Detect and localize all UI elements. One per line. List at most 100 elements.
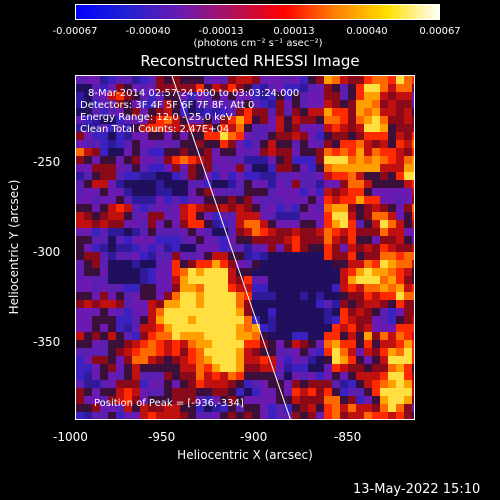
image-pixel — [332, 196, 340, 204]
image-pixel — [308, 180, 316, 188]
plot-title: Reconstructed RHESSI Image — [140, 52, 360, 70]
image-pixel — [268, 372, 276, 380]
image-pixel — [260, 316, 268, 324]
image-pixel — [292, 188, 300, 196]
image-pixel — [124, 148, 132, 156]
image-pixel — [332, 92, 340, 100]
image-pixel — [332, 268, 340, 276]
image-pixel — [164, 164, 172, 172]
image-pixel — [188, 140, 196, 148]
image-pixel — [388, 108, 396, 116]
image-pixel — [356, 124, 364, 132]
image-pixel — [140, 212, 148, 220]
image-pixel — [156, 244, 164, 252]
image-pixel — [156, 324, 164, 332]
image-pixel — [284, 332, 292, 340]
image-pixel — [196, 140, 204, 148]
image-pixel — [164, 284, 172, 292]
image-pixel — [188, 284, 196, 292]
image-pixel — [316, 76, 324, 84]
image-pixel — [332, 404, 340, 412]
image-pixel — [308, 324, 316, 332]
image-pixel — [252, 164, 260, 172]
image-pixel — [380, 340, 388, 348]
image-pixel — [156, 372, 164, 380]
image-pixel — [156, 292, 164, 300]
image-pixel — [148, 164, 156, 172]
image-pixel — [412, 252, 414, 260]
image-pixel — [412, 92, 414, 100]
image-pixel — [300, 308, 308, 316]
image-pixel — [276, 380, 284, 388]
image-pixel — [348, 340, 356, 348]
image-pixel — [164, 212, 172, 220]
image-pixel — [132, 364, 140, 372]
image-pixel — [388, 220, 396, 228]
image-pixel — [396, 140, 404, 148]
image-pixel — [204, 292, 212, 300]
image-pixel — [276, 284, 284, 292]
image-pixel — [188, 276, 196, 284]
image-pixel — [204, 380, 212, 388]
image-pixel — [172, 284, 180, 292]
image-pixel — [172, 340, 180, 348]
image-pixel — [212, 124, 220, 132]
image-pixel — [348, 212, 356, 220]
image-pixel — [172, 332, 180, 340]
image-pixel — [204, 132, 212, 140]
image-pixel — [324, 236, 332, 244]
image-pixel — [188, 100, 196, 108]
image-pixel — [324, 340, 332, 348]
image-pixel — [204, 196, 212, 204]
image-pixel — [284, 76, 292, 84]
image-pixel — [412, 276, 414, 284]
image-pixel — [372, 196, 380, 204]
image-pixel — [188, 356, 196, 364]
image-pixel — [284, 340, 292, 348]
image-pixel — [348, 148, 356, 156]
image-pixel — [196, 356, 204, 364]
image-pixel — [348, 268, 356, 276]
image-pixel — [92, 340, 100, 348]
image-pixel — [276, 84, 284, 92]
image-pixel — [244, 340, 252, 348]
image-pixel — [340, 364, 348, 372]
image-pixel — [292, 348, 300, 356]
image-pixel — [164, 292, 172, 300]
image-pixel — [372, 172, 380, 180]
image-pixel — [76, 212, 84, 220]
image-pixel — [148, 364, 156, 372]
image-pixel — [252, 124, 260, 132]
image-pixel — [132, 196, 140, 204]
image-pixel — [292, 220, 300, 228]
image-pixel — [356, 260, 364, 268]
image-pixel — [116, 380, 124, 388]
image-pixel — [108, 132, 116, 140]
image-pixel — [364, 396, 372, 404]
image-pixel — [228, 108, 236, 116]
image-pixel — [180, 372, 188, 380]
image-pixel — [324, 404, 332, 412]
image-pixel — [100, 300, 108, 308]
image-pixel — [140, 260, 148, 268]
image-pixel — [100, 380, 108, 388]
image-pixel — [284, 124, 292, 132]
image-pixel — [388, 396, 396, 404]
image-pixel — [260, 100, 268, 108]
image-pixel — [332, 132, 340, 140]
image-pixel — [220, 92, 228, 100]
image-pixel — [108, 140, 116, 148]
image-pixel — [412, 212, 414, 220]
image-pixel — [412, 84, 414, 92]
image-pixel — [308, 364, 316, 372]
image-pixel — [124, 84, 132, 92]
image-pixel — [276, 276, 284, 284]
image-pixel — [300, 156, 308, 164]
image-pixel — [132, 212, 140, 220]
image-pixel — [156, 228, 164, 236]
image-pixel — [324, 172, 332, 180]
image-pixel — [84, 396, 92, 404]
image-pixel — [292, 260, 300, 268]
image-pixel — [380, 100, 388, 108]
image-pixel — [388, 228, 396, 236]
